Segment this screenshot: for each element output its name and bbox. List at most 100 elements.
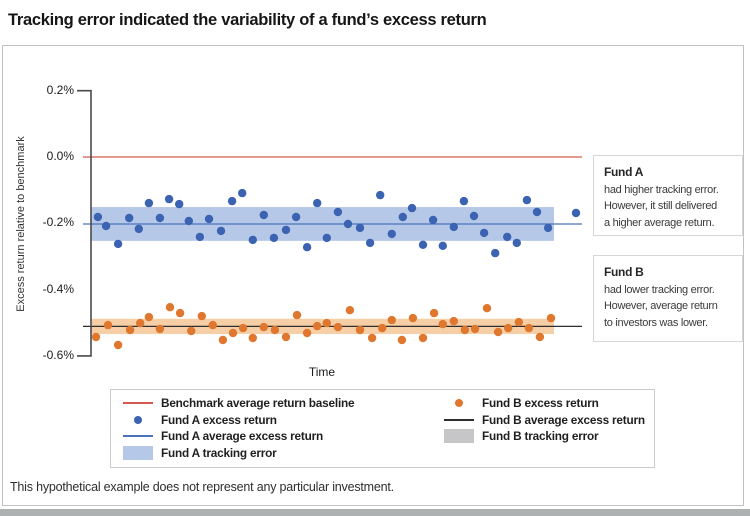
note-fund-a-body: had higher tracking error. However, it s… xyxy=(604,183,719,229)
fund-b-point xyxy=(197,311,206,321)
legend-swatch-dot xyxy=(444,399,474,408)
y-tick-label: -0.2% xyxy=(42,215,74,230)
legend: Benchmark average return baseline Fund A … xyxy=(110,389,655,468)
fund-b-point xyxy=(345,306,355,315)
legend-column-right: Fund B excess return Fund B average exces… xyxy=(444,395,645,445)
fund-a-point xyxy=(281,225,291,235)
fund-a-point xyxy=(532,207,542,217)
fund-a-point xyxy=(204,214,214,224)
legend-item: Fund A tracking error xyxy=(123,445,354,462)
fund-a-point xyxy=(398,212,407,222)
fund-b-point xyxy=(504,323,513,333)
fund-a-point xyxy=(407,203,417,213)
legend-item: Fund B excess return xyxy=(444,395,645,412)
x-axis-label: Time xyxy=(308,365,336,379)
fund-a-point xyxy=(376,190,385,200)
fund-a-point xyxy=(512,238,521,248)
note-fund-a-title: Fund A xyxy=(604,165,644,179)
fund-a-point xyxy=(459,196,469,206)
fund-a-point xyxy=(291,212,301,222)
fund-a-point xyxy=(322,233,331,243)
legend-item: Fund A average excess return xyxy=(123,428,354,445)
fund-a-point xyxy=(438,241,447,250)
fund-b-point xyxy=(355,325,365,335)
legend-label: Fund B excess return xyxy=(482,396,599,411)
fund-b-point xyxy=(378,323,387,333)
legend-swatch-line xyxy=(123,402,153,405)
fund-a-point xyxy=(227,196,237,206)
fund-a-point xyxy=(428,215,438,225)
fund-b-point xyxy=(302,328,312,338)
fund-a-point xyxy=(134,224,143,234)
band-swatch-icon xyxy=(444,429,474,444)
fund-a-point xyxy=(418,240,428,249)
fund-a-point xyxy=(269,233,279,243)
fund-a-point xyxy=(333,207,343,217)
fund-b-point xyxy=(333,322,343,332)
fund-a-point xyxy=(449,222,458,232)
fund-a-point xyxy=(125,213,134,223)
fund-a-point xyxy=(313,198,322,208)
fund-a-point xyxy=(387,229,396,239)
legend-item: Benchmark average return baseline xyxy=(123,395,355,412)
fund-b-point xyxy=(397,335,407,345)
legend-item: Fund B tracking error xyxy=(444,428,645,445)
chart-plot xyxy=(77,89,582,357)
fund-b-point xyxy=(155,324,165,334)
fund-b-point xyxy=(91,332,101,342)
note-fund-a: Fund A had higher tracking error. Howeve… xyxy=(593,155,743,236)
y-tick-label: 0.0% xyxy=(46,149,74,163)
fund-a-point xyxy=(144,198,154,208)
y-tick-label: -0.4% xyxy=(42,281,74,296)
fund-b-point xyxy=(535,332,545,342)
fund-a-point xyxy=(522,195,532,205)
fund-b-point xyxy=(208,320,217,330)
note-fund-b-body: had lower tracking error. However, avera… xyxy=(604,283,718,329)
note-fund-b-title: Fund B xyxy=(604,265,644,279)
fund-a-point xyxy=(184,216,193,226)
legend-swatch-line xyxy=(123,435,153,438)
legend-label: Fund A excess return xyxy=(161,412,277,427)
fund-b-point xyxy=(165,303,175,312)
y-axis-line xyxy=(77,89,92,357)
legend-label: Benchmark average return baseline xyxy=(161,396,355,411)
y-tick-label: 0.2% xyxy=(46,82,74,97)
fund-b-point xyxy=(113,340,123,350)
fund-b-point xyxy=(322,318,331,328)
fund-b-point xyxy=(460,325,470,335)
fund-b-point xyxy=(238,323,248,333)
fund-a-point xyxy=(155,213,165,223)
fund-a-point xyxy=(355,223,365,233)
fund-a-point xyxy=(175,199,184,209)
fund-b-point xyxy=(248,333,257,343)
fund-b-point xyxy=(136,318,145,328)
fund-b-point xyxy=(493,327,503,337)
page-bottom-strip xyxy=(0,509,750,516)
legend-label: Fund B average excess return xyxy=(482,412,645,427)
fund-b-point xyxy=(270,325,280,335)
fund-b-point xyxy=(438,319,447,329)
fund-b-point xyxy=(524,323,534,333)
fund-a-point xyxy=(164,194,174,204)
fund-b-point xyxy=(408,313,418,323)
fund-a-point xyxy=(93,212,103,222)
line-swatch-icon xyxy=(444,418,474,421)
fund-a-point xyxy=(101,221,111,231)
fund-b-point xyxy=(175,308,185,318)
fund-b-point xyxy=(103,320,113,330)
legend-label: Fund A tracking error xyxy=(161,446,277,461)
fund-b-point xyxy=(387,315,396,325)
line-swatch-icon xyxy=(123,402,153,405)
fund-b-point xyxy=(449,316,458,326)
fund-a-point xyxy=(238,188,247,198)
fund-a-point xyxy=(571,208,581,218)
fund-b-point xyxy=(470,324,480,334)
y-tick-label: -0.6% xyxy=(42,347,74,362)
fund-a-point xyxy=(491,248,500,258)
fund-b-point xyxy=(125,325,135,335)
fund-b-point xyxy=(144,312,154,322)
dot-swatch-icon xyxy=(134,415,142,424)
legend-column-left: Benchmark average return baseline Fund A … xyxy=(123,395,355,462)
fund-b-point xyxy=(514,317,523,327)
fund-a-point xyxy=(259,210,268,220)
